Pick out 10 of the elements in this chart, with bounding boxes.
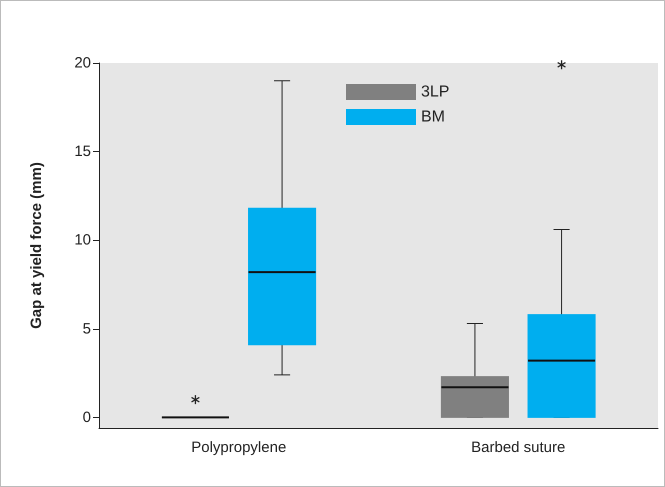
y-tick-label: 10: [74, 232, 91, 249]
x-tick-label: Barbed suture: [471, 439, 566, 456]
legend-label: BM: [421, 108, 445, 126]
y-axis-title: Gap at yield force (mm): [28, 162, 45, 329]
y-tick-label: 15: [74, 143, 91, 160]
y-tick-label: 5: [82, 320, 91, 338]
legend-label: 3LP: [421, 84, 450, 100]
y-tick-label: 0: [82, 408, 91, 426]
x-tick-label: Polypropylene: [191, 439, 286, 456]
y-tick-label: 20: [74, 54, 91, 72]
